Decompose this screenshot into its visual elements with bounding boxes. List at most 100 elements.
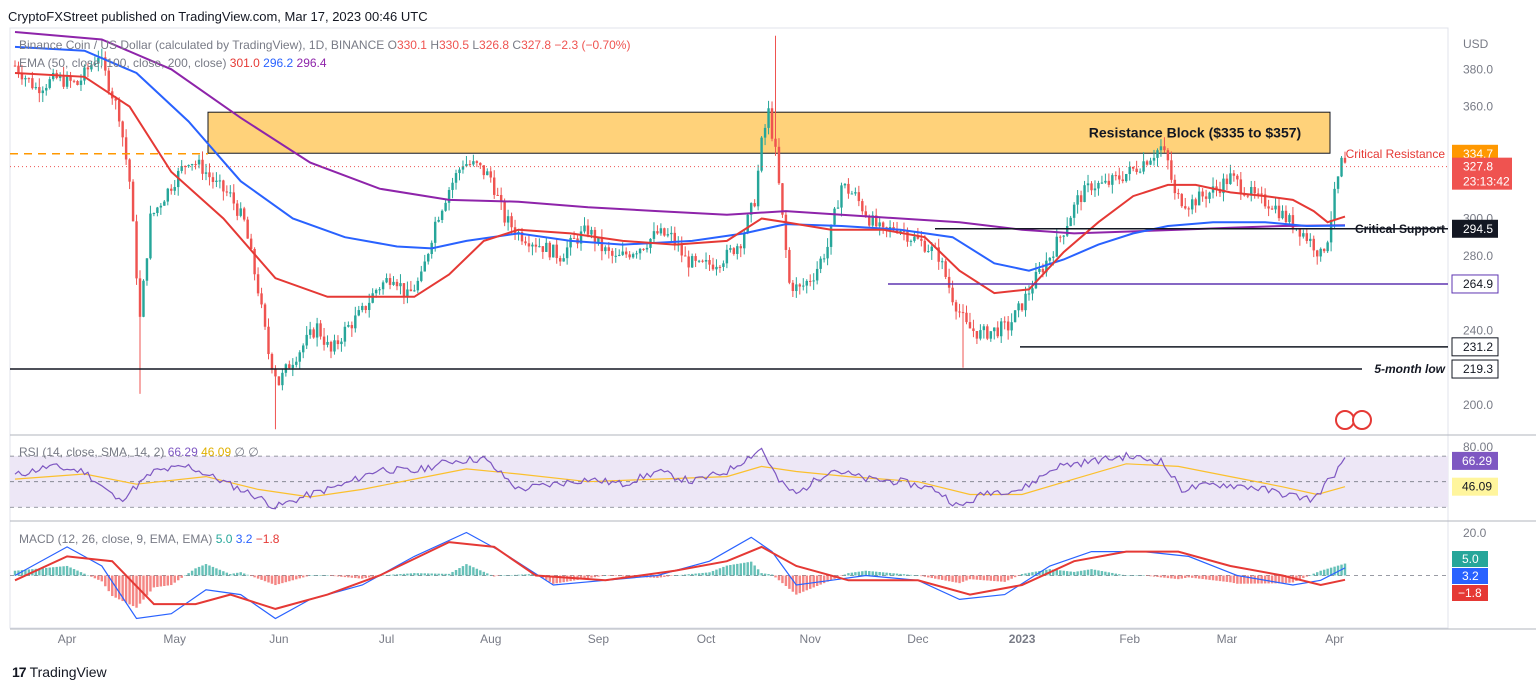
level-box-border: [1451, 359, 1499, 379]
candle-body: [475, 161, 479, 163]
macd-histogram-bar: [809, 575, 812, 589]
macd-histogram-bar: [1211, 575, 1215, 581]
macd-histogram-bar: [1045, 569, 1048, 576]
macd-histogram-bar: [364, 575, 367, 579]
candle-body: [229, 192, 232, 194]
macd-histogram-bar: [871, 571, 874, 576]
candle-body: [1111, 175, 1114, 185]
candle-body: [874, 215, 878, 227]
candle-body: [1003, 321, 1006, 323]
macd-histogram-bar: [1225, 575, 1229, 582]
macd-signal-text: −1.8: [1458, 586, 1482, 600]
candle-body: [805, 280, 808, 286]
candle-body: [809, 280, 812, 282]
macd-histogram-bar: [1253, 575, 1256, 584]
candle-body: [152, 213, 156, 215]
candle-body: [1281, 210, 1284, 219]
candle-body: [1329, 219, 1333, 243]
macd-histogram-bar: [475, 568, 479, 576]
candle-body: [871, 215, 874, 226]
candle-body: [1229, 173, 1232, 185]
candle-body: [621, 251, 624, 255]
macd-histogram-bar: [840, 575, 843, 576]
candle-body: [204, 172, 208, 174]
candle-body: [999, 321, 1003, 337]
level-box-border: [1451, 274, 1499, 294]
macd-histogram-bar: [1114, 573, 1118, 576]
macd-histogram-bar: [90, 575, 93, 577]
candle-body: [413, 290, 416, 292]
candle-body: [1263, 194, 1267, 207]
macd-histogram-bar: [850, 572, 854, 576]
macd-histogram-bar: [586, 575, 590, 579]
candle-body: [1149, 160, 1152, 165]
candle-body: [819, 258, 822, 269]
macd-histogram-bar: [1180, 575, 1184, 579]
candle-body: [1138, 171, 1142, 173]
macd-histogram-bar: [312, 575, 315, 576]
candle-body: [951, 287, 954, 303]
macd-histogram-bar: [975, 575, 979, 580]
macd-signal-box: [1452, 585, 1488, 601]
candle-body: [124, 137, 128, 160]
candle-body: [777, 146, 781, 184]
macd-histogram-bar: [732, 564, 736, 576]
candle-body: [1145, 161, 1149, 165]
candle-body: [1305, 233, 1309, 241]
candle-body: [149, 213, 152, 259]
macd-histogram-bar: [1024, 573, 1027, 576]
candle-body: [427, 254, 430, 262]
candle-body: [1288, 215, 1291, 223]
macd-histogram-bar: [281, 575, 284, 584]
macd-histogram-bar: [527, 574, 531, 576]
macd-histogram-bar: [347, 575, 350, 578]
candle-body: [545, 242, 548, 252]
candle-body: [27, 78, 31, 80]
macd-histogram-bar: [173, 575, 176, 583]
candle-body: [683, 255, 687, 257]
candle-body: [496, 194, 499, 196]
candle-body: [982, 326, 986, 331]
macd-histogram-bar: [1170, 575, 1173, 579]
rsi-sma-box: [1452, 477, 1498, 496]
candle-body: [798, 284, 802, 287]
macd-histogram-bar: [229, 574, 232, 576]
macd-histogram-bar: [673, 575, 677, 576]
tradingview-footer[interactable]: 17 TradingView: [12, 664, 107, 680]
macd-histogram-bar: [687, 574, 690, 576]
candle-body: [402, 283, 406, 297]
candle-body: [899, 231, 902, 233]
candle-body: [291, 364, 295, 369]
candle-body: [62, 75, 65, 87]
candle-body: [312, 329, 315, 338]
macd-histogram-bar: [937, 575, 940, 580]
macd-histogram-bar: [1017, 575, 1020, 576]
five-month-low-label: 5-month low: [1374, 362, 1445, 376]
candle-body: [895, 230, 899, 232]
macd-histogram-bar: [996, 575, 999, 582]
candle-body: [260, 293, 263, 305]
candle-body: [1260, 193, 1263, 195]
candle-body: [263, 304, 267, 327]
macd-histogram-bar: [743, 562, 746, 576]
candle-body: [458, 169, 461, 174]
macd-histogram-bar: [857, 571, 861, 576]
candle-body: [861, 201, 864, 212]
candle-body: [631, 254, 635, 258]
tradingview-logo-text: TradingView: [29, 664, 107, 680]
macd-histogram-bar: [1215, 575, 1218, 581]
candle-body: [878, 222, 881, 227]
candle-body: [83, 67, 86, 81]
candle-body: [767, 108, 770, 128]
macd-histogram-bar: [788, 575, 791, 589]
macd-histogram-bar: [656, 575, 659, 578]
main-legend: Binance Coin / US Dollar (calculated by …: [19, 38, 630, 52]
macd-signal-line: [14, 541, 1346, 610]
candle-body: [743, 232, 746, 249]
macd-histogram-bar: [965, 575, 968, 581]
macd-histogram-bar: [1156, 575, 1159, 577]
candle-body: [1253, 187, 1256, 194]
candle-body: [1187, 208, 1190, 210]
candle-body: [781, 183, 784, 215]
